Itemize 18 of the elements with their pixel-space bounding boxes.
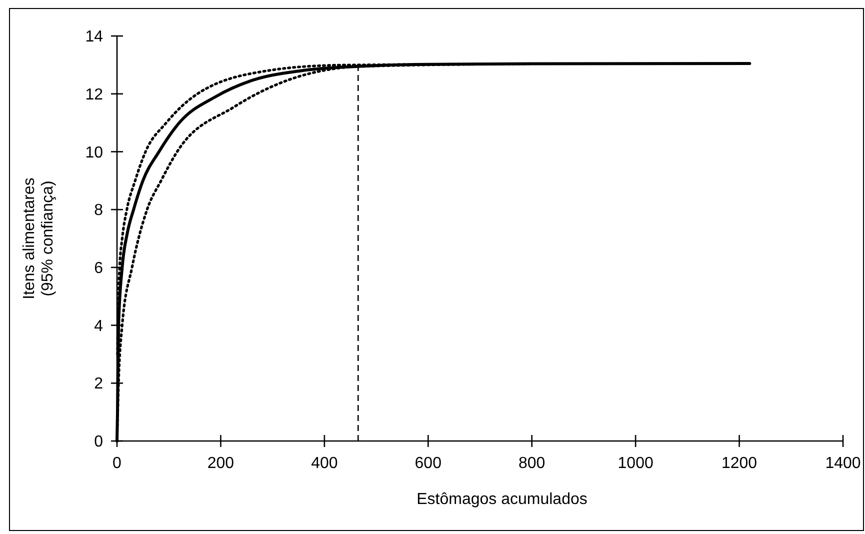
- y-tick-label: 6: [94, 260, 104, 278]
- x-tick-label: 200: [207, 455, 234, 472]
- x-tick-label: 600: [414, 455, 442, 472]
- x-tick-label: 1400: [825, 455, 861, 472]
- x-axis-title: Estômagos acumulados: [416, 491, 588, 508]
- y-tick-label: 14: [85, 28, 104, 46]
- y-tick-label: 4: [94, 318, 104, 335]
- y-tick-label: 10: [85, 144, 104, 162]
- x-tick-label: 1200: [721, 455, 758, 472]
- x-tick-label: 800: [518, 455, 546, 472]
- y-tick-label: 2: [94, 376, 104, 393]
- x-tick-label: 400: [311, 455, 338, 472]
- y-tick-label: 8: [94, 202, 104, 220]
- x-tick-label: 1000: [618, 455, 654, 472]
- y-axis-title: Itens alimentares (95% confiança): [21, 178, 56, 300]
- y-tick-label: 0: [94, 434, 104, 451]
- y-tick-label: 12: [85, 86, 104, 104]
- x-tick-label: 0: [112, 455, 122, 472]
